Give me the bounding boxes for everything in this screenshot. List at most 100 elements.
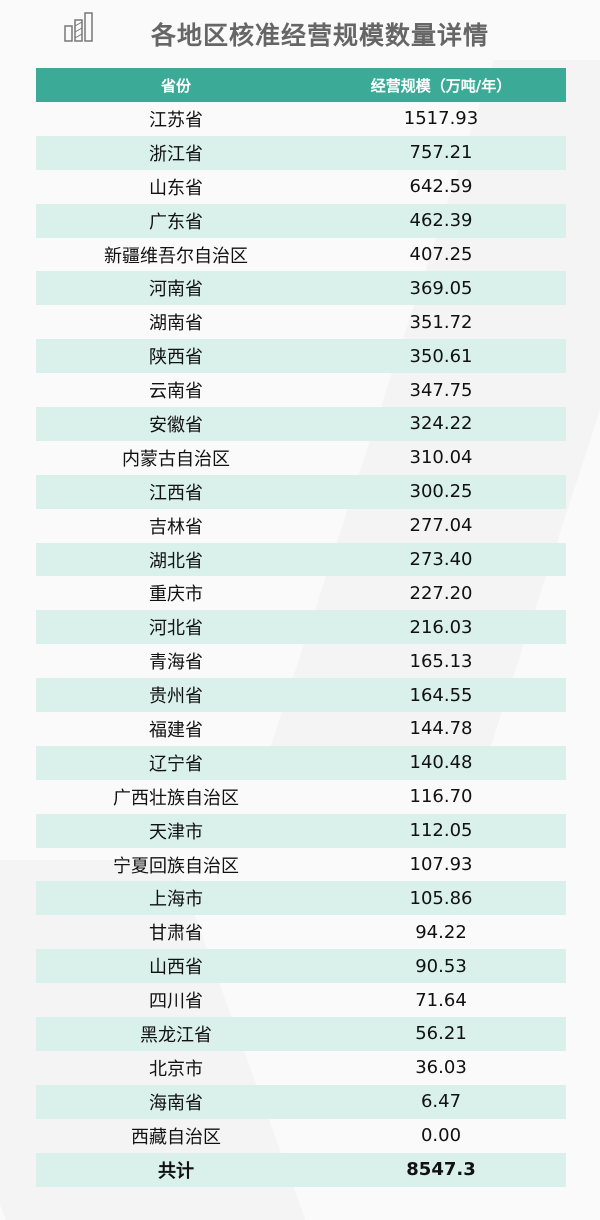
province-cell: 福建省 bbox=[149, 719, 203, 741]
table-row: 浙江省 757.21 bbox=[36, 135, 566, 170]
scale-cell: 0.00 bbox=[420, 1125, 462, 1147]
scale-cell: 462.39 bbox=[409, 210, 473, 232]
table-row: 云南省 347.75 bbox=[36, 373, 566, 407]
scale-cell: 369.05 bbox=[409, 277, 473, 299]
scale-cell: 165.13 bbox=[409, 650, 473, 672]
scale-cell: 324.22 bbox=[409, 413, 473, 435]
scale-cell: 757.21 bbox=[409, 142, 473, 164]
table-row: 山西省 90.53 bbox=[36, 949, 566, 984]
scale-cell: 310.04 bbox=[409, 447, 473, 469]
scale-cell: 164.55 bbox=[409, 684, 473, 706]
total-label: 共计 bbox=[158, 1160, 194, 1182]
province-cell: 山西省 bbox=[149, 957, 203, 979]
province-cell: 河南省 bbox=[149, 279, 203, 301]
province-cell: 广东省 bbox=[149, 211, 203, 233]
table-row: 海南省 6.47 bbox=[36, 1084, 566, 1119]
scale-cell: 350.61 bbox=[409, 345, 473, 367]
table-row: 天津市 112.05 bbox=[36, 813, 566, 848]
scale-cell: 273.40 bbox=[409, 549, 473, 571]
scale-cell: 642.59 bbox=[409, 176, 473, 198]
province-cell: 上海市 bbox=[149, 889, 203, 911]
scale-cell: 107.93 bbox=[409, 854, 473, 876]
province-cell: 江苏省 bbox=[149, 109, 203, 131]
scale-cell: 347.75 bbox=[409, 379, 473, 401]
scale-cell: 351.72 bbox=[409, 311, 473, 333]
province-cell: 宁夏回族自治区 bbox=[113, 855, 239, 877]
scale-cell: 90.53 bbox=[415, 955, 467, 977]
province-cell: 青海省 bbox=[149, 652, 203, 674]
province-cell: 辽宁省 bbox=[149, 753, 203, 775]
scale-cell: 277.04 bbox=[409, 515, 473, 537]
scale-cell: 71.64 bbox=[415, 989, 467, 1011]
province-cell: 江西省 bbox=[149, 482, 203, 504]
province-cell: 北京市 bbox=[149, 1058, 203, 1080]
table-row: 河南省 369.05 bbox=[36, 271, 566, 306]
table-row: 新疆维吾尔自治区 407.25 bbox=[36, 238, 566, 272]
province-cell: 安徽省 bbox=[149, 414, 203, 436]
table-row: 黑龙江省 56.21 bbox=[36, 1017, 566, 1051]
table-row: 辽宁省 140.48 bbox=[36, 745, 566, 780]
table-row: 河北省 216.03 bbox=[36, 610, 566, 645]
bar-chart-icon bbox=[64, 12, 93, 42]
table-row: 北京市 36.03 bbox=[36, 1051, 566, 1085]
table-row: 福建省 144.78 bbox=[36, 712, 566, 746]
province-cell: 湖北省 bbox=[149, 550, 203, 572]
scale-cell: 112.05 bbox=[409, 820, 473, 842]
province-cell: 吉林省 bbox=[149, 516, 203, 538]
province-cell: 甘肃省 bbox=[149, 923, 203, 945]
province-cell: 新疆维吾尔自治区 bbox=[104, 245, 248, 267]
table-row: 甘肃省 94.22 bbox=[36, 915, 566, 949]
province-cell: 河北省 bbox=[149, 618, 203, 640]
province-cell: 广西壮族自治区 bbox=[113, 787, 239, 809]
province-cell: 云南省 bbox=[149, 381, 203, 403]
province-cell: 重庆市 bbox=[149, 584, 203, 606]
province-cell: 贵州省 bbox=[149, 686, 203, 708]
province-cell: 四川省 bbox=[149, 991, 203, 1013]
table-row: 内蒙古自治区 310.04 bbox=[36, 441, 566, 475]
scale-cell: 94.22 bbox=[415, 921, 467, 943]
province-cell: 陕西省 bbox=[149, 347, 203, 369]
scale-cell: 105.86 bbox=[409, 887, 473, 909]
scale-cell: 1517.93 bbox=[403, 108, 479, 130]
table-row: 吉林省 277.04 bbox=[36, 509, 566, 543]
table-row: 广东省 462.39 bbox=[36, 203, 566, 238]
province-cell: 内蒙古自治区 bbox=[122, 448, 230, 470]
province-cell: 浙江省 bbox=[149, 143, 203, 165]
province-cell: 海南省 bbox=[149, 1092, 203, 1114]
scale-table: 省份 经营规模（万吨/年） 江苏省 1517.93 浙江省 757.21 山东省 642.… bbox=[36, 68, 566, 1187]
province-cell: 湖南省 bbox=[149, 313, 203, 335]
table-row: 安徽省 324.22 bbox=[36, 407, 566, 441]
table-row: 湖南省 351.72 bbox=[36, 305, 566, 339]
scale-cell: 140.48 bbox=[409, 752, 473, 774]
header-province: 省份 bbox=[160, 76, 191, 95]
table-row: 重庆市 227.20 bbox=[36, 576, 566, 610]
scale-cell: 116.70 bbox=[409, 786, 473, 808]
table-row: 四川省 71.64 bbox=[36, 983, 566, 1017]
table-row: 江西省 300.25 bbox=[36, 474, 566, 509]
table-row: 西藏自治区 0.00 bbox=[36, 1119, 566, 1153]
scale-cell: 227.20 bbox=[409, 582, 473, 604]
table-row: 江苏省 1517.93 bbox=[36, 102, 566, 136]
scale-cell: 407.25 bbox=[409, 244, 473, 265]
table-row: 青海省 165.13 bbox=[36, 644, 566, 678]
total-value: 8547.3 bbox=[406, 1159, 476, 1181]
table-row: 贵州省 164.55 bbox=[36, 678, 566, 713]
scale-cell: 6.47 bbox=[420, 1091, 462, 1113]
scale-cell: 56.21 bbox=[415, 1023, 467, 1045]
table-row: 山东省 642.59 bbox=[36, 170, 566, 204]
table-header: 省份 经营规模（万吨/年） bbox=[36, 68, 566, 102]
table-row: 宁夏回族自治区 107.93 bbox=[36, 848, 566, 882]
header-scale: 经营规模（万吨/年） bbox=[370, 76, 512, 95]
province-cell: 黑龙江省 bbox=[140, 1024, 212, 1046]
scale-cell: 144.78 bbox=[409, 718, 473, 740]
total-row: 共计 8547.3 bbox=[36, 1152, 566, 1187]
scale-cell: 216.03 bbox=[409, 616, 473, 638]
province-cell: 西藏自治区 bbox=[131, 1126, 221, 1148]
province-cell: 山东省 bbox=[149, 177, 203, 199]
scale-cell: 300.25 bbox=[409, 481, 473, 503]
table-row: 陕西省 350.61 bbox=[36, 339, 566, 374]
table-row: 湖北省 273.40 bbox=[36, 542, 566, 577]
page-title: 各地区核准经营规模数量详情 bbox=[150, 21, 489, 50]
table-row: 上海市 105.86 bbox=[36, 881, 566, 916]
scale-cell: 36.03 bbox=[415, 1057, 467, 1079]
